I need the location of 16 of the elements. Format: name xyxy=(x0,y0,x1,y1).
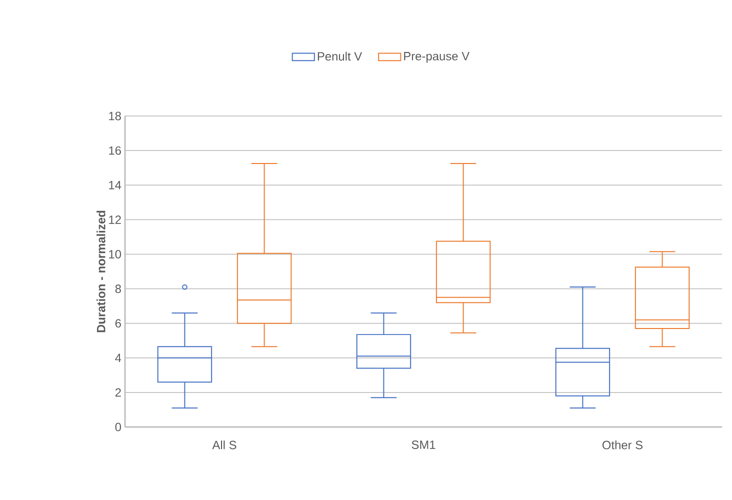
legend-label: Pre-pause V xyxy=(404,52,470,63)
x-tick-label: Other S xyxy=(602,440,643,450)
y-tick-label: 10 xyxy=(109,250,122,258)
y-tick-label: 6 xyxy=(115,319,121,328)
y-tick-label: 0 xyxy=(115,422,122,432)
y-tick-label: 14 xyxy=(109,181,122,190)
y-tick-label: 12 xyxy=(109,215,121,224)
y-tick-label: 8 xyxy=(115,284,121,293)
y-axis-title: Duration - normalized xyxy=(96,210,106,332)
x-tick-label: All S xyxy=(212,440,236,450)
y-tick-label: 18 xyxy=(109,112,121,120)
legend-label: Penult V xyxy=(318,52,362,61)
y-tick-label: 2 xyxy=(115,388,121,397)
y-tick-label: 4 xyxy=(115,354,122,362)
x-tick-label: SM1 xyxy=(412,440,436,449)
y-tick-label: 16 xyxy=(109,146,121,155)
